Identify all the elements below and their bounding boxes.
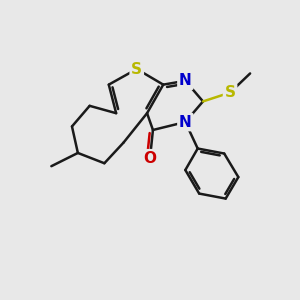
Text: N: N [179, 73, 192, 88]
Text: S: S [131, 61, 142, 76]
Text: N: N [179, 115, 192, 130]
Text: S: S [225, 85, 236, 100]
Text: O: O [143, 151, 157, 166]
